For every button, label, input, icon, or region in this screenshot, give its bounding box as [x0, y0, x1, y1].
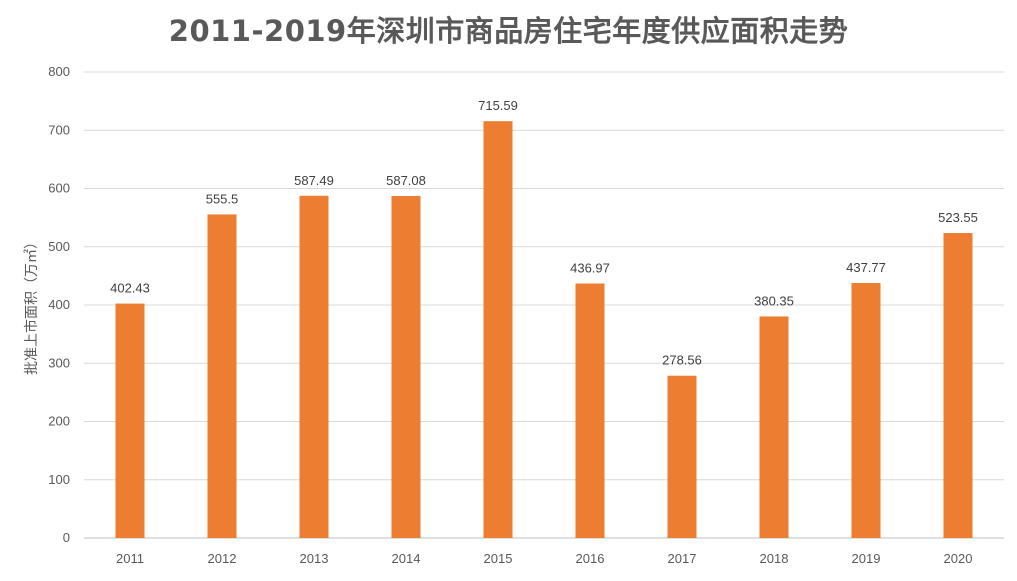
x-tick-label: 2012: [208, 551, 237, 566]
bar-2019: [851, 282, 881, 538]
data-label: 402.43: [110, 281, 150, 296]
bar-2016: [575, 283, 605, 538]
y-tick-label: 200: [48, 414, 70, 429]
y-tick-label: 800: [48, 64, 70, 79]
bar-2020: [943, 233, 973, 539]
chart-title: 2011-2019年深圳市商品房住宅年度供应面积走势: [168, 14, 849, 48]
y-axis-title: 批准上市面积（万㎡）: [23, 235, 40, 375]
data-label: 555.5: [206, 191, 239, 206]
bar-2017: [667, 375, 697, 538]
x-tick-label: 2013: [300, 551, 329, 566]
data-label: 278.56: [662, 353, 702, 368]
y-tick-label: 300: [48, 355, 70, 370]
x-tick-label: 2019: [852, 551, 881, 566]
x-tick-label: 2014: [392, 551, 421, 566]
data-label: 380.35: [754, 293, 794, 308]
data-label: 523.55: [938, 210, 978, 225]
x-tick-label: 2017: [668, 551, 697, 566]
x-tick-label: 2016: [576, 551, 605, 566]
x-axis-ticks: 2011 2012 2013 2014 2015 2016 2017 2018 2019 2020: [116, 551, 972, 566]
data-label: 587.08: [386, 173, 426, 188]
y-tick-label: 700: [48, 122, 70, 137]
x-tick-label: 2018: [760, 551, 789, 566]
x-tick-label: 2015: [484, 551, 513, 566]
bar-2013: [299, 195, 329, 538]
data-label: 436.97: [570, 260, 610, 275]
data-label: 715.59: [478, 98, 518, 113]
bars: [115, 121, 973, 539]
x-tick-label: 2020: [944, 551, 973, 566]
y-tick-label: 500: [48, 239, 70, 254]
y-axis-ticks: 0 100 200 300 400 500 600 700 800: [48, 64, 70, 545]
bar-2015: [483, 121, 513, 538]
bar-2014: [391, 196, 421, 539]
y-tick-label: 600: [48, 181, 70, 196]
bar-2011: [115, 303, 145, 538]
data-label: 587.49: [294, 173, 334, 188]
y-tick-label: 400: [48, 297, 70, 312]
data-labels: 402.43 555.5 587.49 587.08 715.59 436.97 278.5…: [110, 98, 978, 368]
x-tick-label: 2011: [116, 551, 144, 566]
bar-2012: [207, 214, 237, 538]
bar-2018: [759, 316, 789, 538]
y-tick-label: 0: [63, 530, 70, 545]
y-tick-label: 100: [48, 472, 70, 487]
data-label: 437.77: [846, 260, 886, 275]
gridlines: [84, 71, 1004, 539]
